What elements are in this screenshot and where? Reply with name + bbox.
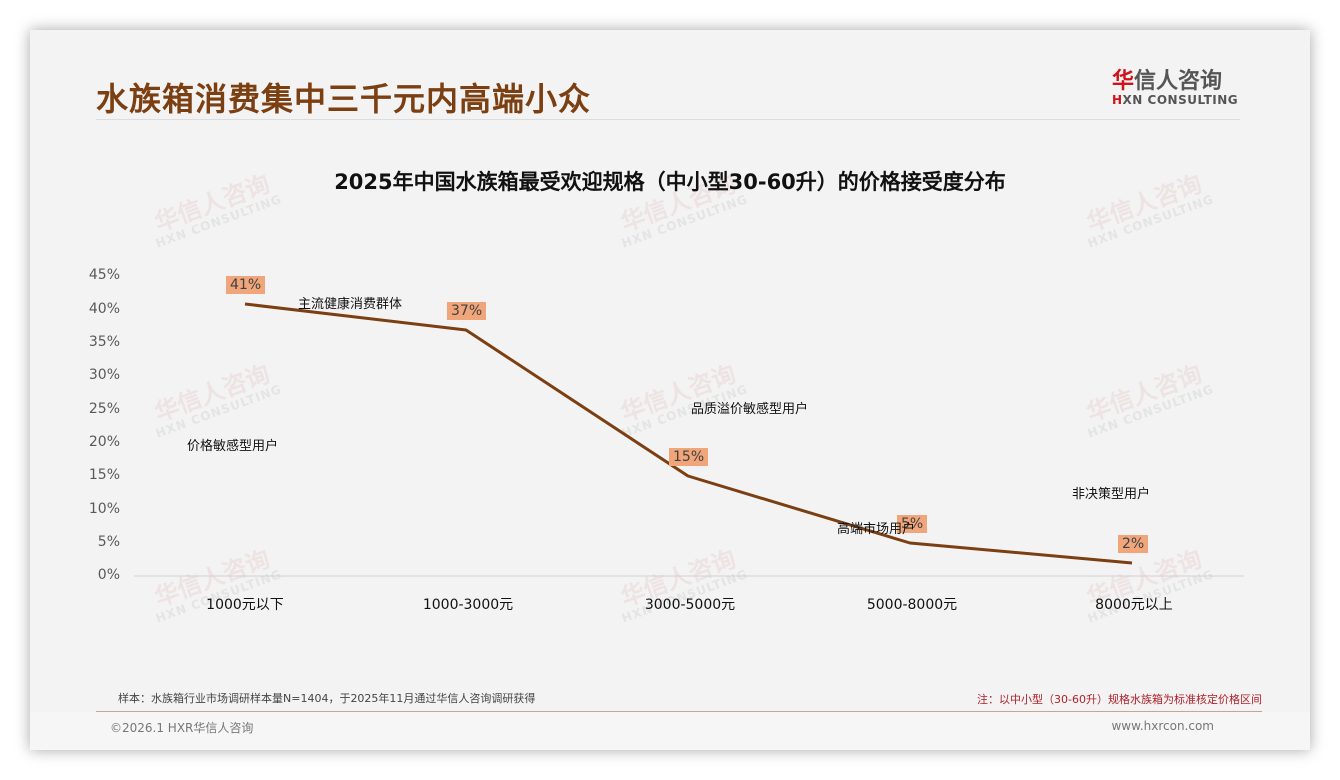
y-tick: 25% — [88, 401, 120, 417]
y-tick: 0% — [97, 567, 120, 583]
y-tick: 15% — [88, 467, 120, 483]
x-tick: 3000-5000元 — [644, 597, 736, 613]
y-tick: 40% — [88, 301, 120, 317]
data-label: 41% — [226, 276, 266, 294]
logo: 华信人咨询 — [1112, 63, 1222, 95]
data-label: 5% — [897, 515, 928, 533]
y-tick: 30% — [88, 367, 120, 383]
footer-bar — [30, 712, 1310, 750]
segment-label: 价格敏感型用户 — [187, 439, 279, 454]
logo-mark: 华 — [1112, 69, 1135, 94]
x-tick: 8000元以上 — [1095, 597, 1173, 613]
chart-title: 2025年中国水族箱最受欢迎规格（中小型30-60升）的价格接受度分布 — [334, 170, 1006, 194]
website-link[interactable]: www.hxrcon.com — [1111, 719, 1214, 733]
logo-en-text: XN CONSULTING — [1122, 93, 1239, 107]
footer-divider — [96, 711, 1262, 712]
segment-label: 高端市场用户 — [837, 522, 916, 537]
x-tick: 5000-8000元 — [866, 597, 958, 613]
data-line — [244, 302, 1133, 565]
y-tick: 5% — [97, 534, 120, 550]
y-tick: 10% — [88, 501, 120, 517]
line-plot — [134, 302, 1244, 577]
segment-label: 非决策型用户 — [1072, 487, 1151, 502]
y-tick: 45% — [88, 267, 120, 283]
y-tick: 35% — [88, 334, 120, 350]
title-divider — [96, 119, 1240, 120]
copyright: ©2026.1 HXR华信人咨询 — [110, 721, 254, 735]
segment-label: 主流健康消费群体 — [298, 297, 403, 312]
sample-note: 样本：水族箱行业市场调研样本量N=1404，于2025年11月通过华信人咨询调研… — [118, 692, 536, 705]
y-tick: 20% — [88, 434, 120, 450]
segment-label: 品质溢价敏感型用户 — [691, 402, 809, 417]
logo-en-mark: H — [1112, 93, 1123, 107]
slide: 水族箱消费集中三千元内高端小众 华信人咨询 HXN CONSULTING 华信人… — [30, 30, 1310, 750]
logo-text: 信人咨询 — [1134, 69, 1223, 94]
x-tick: 1000-3000元 — [422, 597, 514, 613]
data-label: 2% — [1118, 535, 1149, 553]
footnote: 注：以中小型（30-60升）规格水族箱为标准核定价格区间 — [977, 693, 1262, 706]
page-title: 水族箱消费集中三千元内高端小众 — [96, 80, 592, 118]
data-label: 37% — [447, 302, 487, 320]
data-label: 15% — [669, 448, 709, 466]
x-tick: 1000元以下 — [206, 597, 284, 613]
logo-subtitle: HXN CONSULTING — [1112, 93, 1238, 107]
